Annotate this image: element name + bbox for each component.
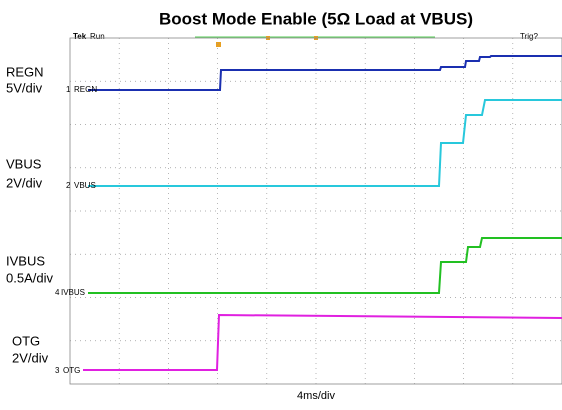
channel-scale: 0.5A/div <box>6 270 53 285</box>
channel-scale: 2V/div <box>6 175 43 190</box>
channel-name: VBUS <box>6 156 42 171</box>
channel-tag-label: IVBUS <box>61 288 85 297</box>
brand: Tek <box>73 32 87 41</box>
channel-name: OTG <box>12 333 40 348</box>
vbus-trace <box>88 99 562 187</box>
channel-name: REGN <box>6 64 44 79</box>
channel-tag: 1 <box>66 85 71 94</box>
channel-tag-label: VBUS <box>74 181 96 190</box>
channel-tag: 2 <box>66 181 71 190</box>
regn-trace <box>88 55 562 91</box>
ivbus-trace <box>88 237 562 294</box>
marker <box>216 42 221 47</box>
screen-border <box>69 37 562 385</box>
channel-scale: 5V/div <box>6 80 43 95</box>
channel-tag: 3 <box>55 366 60 375</box>
channel-tag: 4 <box>55 288 60 297</box>
otg-trace <box>83 313 562 371</box>
channel-scale: 2V/div <box>12 350 49 365</box>
trigger-state: Trig? <box>520 32 538 41</box>
channel-tag-label: OTG <box>63 366 80 375</box>
timebase: 4ms/div <box>297 390 335 402</box>
channel-tag-label: REGN <box>74 85 97 94</box>
channel-name: IVBUS <box>6 253 45 268</box>
run-state: Run <box>90 32 105 41</box>
grid <box>70 38 562 384</box>
title: Boost Mode Enable (5Ω Load at VBUS) <box>159 9 473 28</box>
